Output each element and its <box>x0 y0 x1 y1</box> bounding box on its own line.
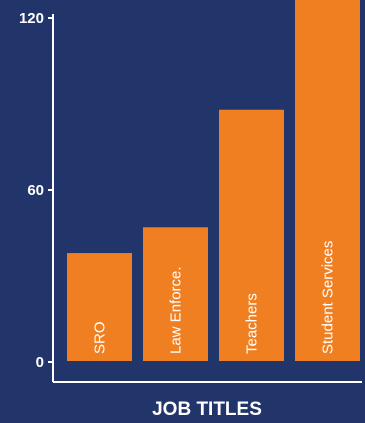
bar-teachers <box>219 109 284 361</box>
y-tick-label: 0 <box>36 354 44 371</box>
y-tick-label: 60 <box>27 182 44 199</box>
x-axis-title: JOB TITLES <box>152 399 262 420</box>
bars-group: SRO Law Enforce. Teachers Student Services <box>67 0 360 361</box>
bar-category-label: Law Enforce. <box>168 266 185 354</box>
bar-category-label: Student Services <box>320 241 337 354</box>
bar-sro <box>67 253 132 361</box>
bar-category-label: Teachers <box>244 293 261 354</box>
bar-category-label: SRO <box>92 321 109 354</box>
y-tick-labels: 0 60 120 <box>19 10 53 371</box>
bar-law-enforce <box>143 227 208 361</box>
y-tick-label: 120 <box>19 10 44 27</box>
bar-student-services <box>295 0 360 361</box>
